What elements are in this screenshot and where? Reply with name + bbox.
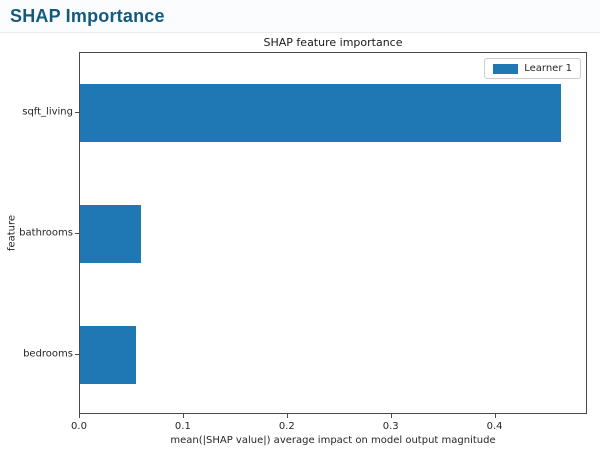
xtick-mark bbox=[79, 414, 80, 418]
xtick-mark bbox=[182, 414, 184, 418]
page-header: SHAP Importance bbox=[0, 0, 600, 33]
xtick-label-0.1: 0.1 bbox=[174, 421, 191, 432]
xtick-mark bbox=[390, 414, 392, 418]
bar-sqft_living bbox=[80, 84, 562, 143]
page-title: SHAP Importance bbox=[10, 5, 165, 26]
xtick-label-0.4: 0.4 bbox=[486, 421, 503, 432]
ytick-mark bbox=[75, 112, 79, 114]
ytick-mark bbox=[75, 233, 79, 234]
xtick-label-0.2: 0.2 bbox=[278, 421, 295, 432]
xtick-mark bbox=[286, 414, 288, 418]
ytick-label-bathrooms: bathrooms bbox=[19, 227, 73, 239]
x-axis-title: mean(|SHAP value|) average impact on mod… bbox=[170, 435, 496, 446]
legend: Learner 1 bbox=[484, 58, 581, 79]
ytick-label-bedrooms: bedrooms bbox=[23, 348, 73, 360]
xtick-mark bbox=[494, 414, 496, 418]
plot-area: Learner 1 bbox=[79, 52, 587, 414]
ytick-label-sqft_living: sqft_living bbox=[22, 106, 73, 118]
ytick-mark bbox=[75, 353, 79, 355]
bar-bathrooms bbox=[80, 205, 142, 263]
legend-label: Learner 1 bbox=[524, 63, 572, 74]
bar-bedrooms bbox=[80, 325, 136, 384]
xtick-label-0.0: 0.0 bbox=[71, 421, 87, 432]
shap-importance-chart: SHAP feature importance feature Learner … bbox=[0, 33, 600, 460]
xtick-label-0.3: 0.3 bbox=[382, 421, 399, 432]
chart-title: SHAP feature importance bbox=[263, 36, 403, 49]
legend-swatch bbox=[493, 63, 519, 74]
